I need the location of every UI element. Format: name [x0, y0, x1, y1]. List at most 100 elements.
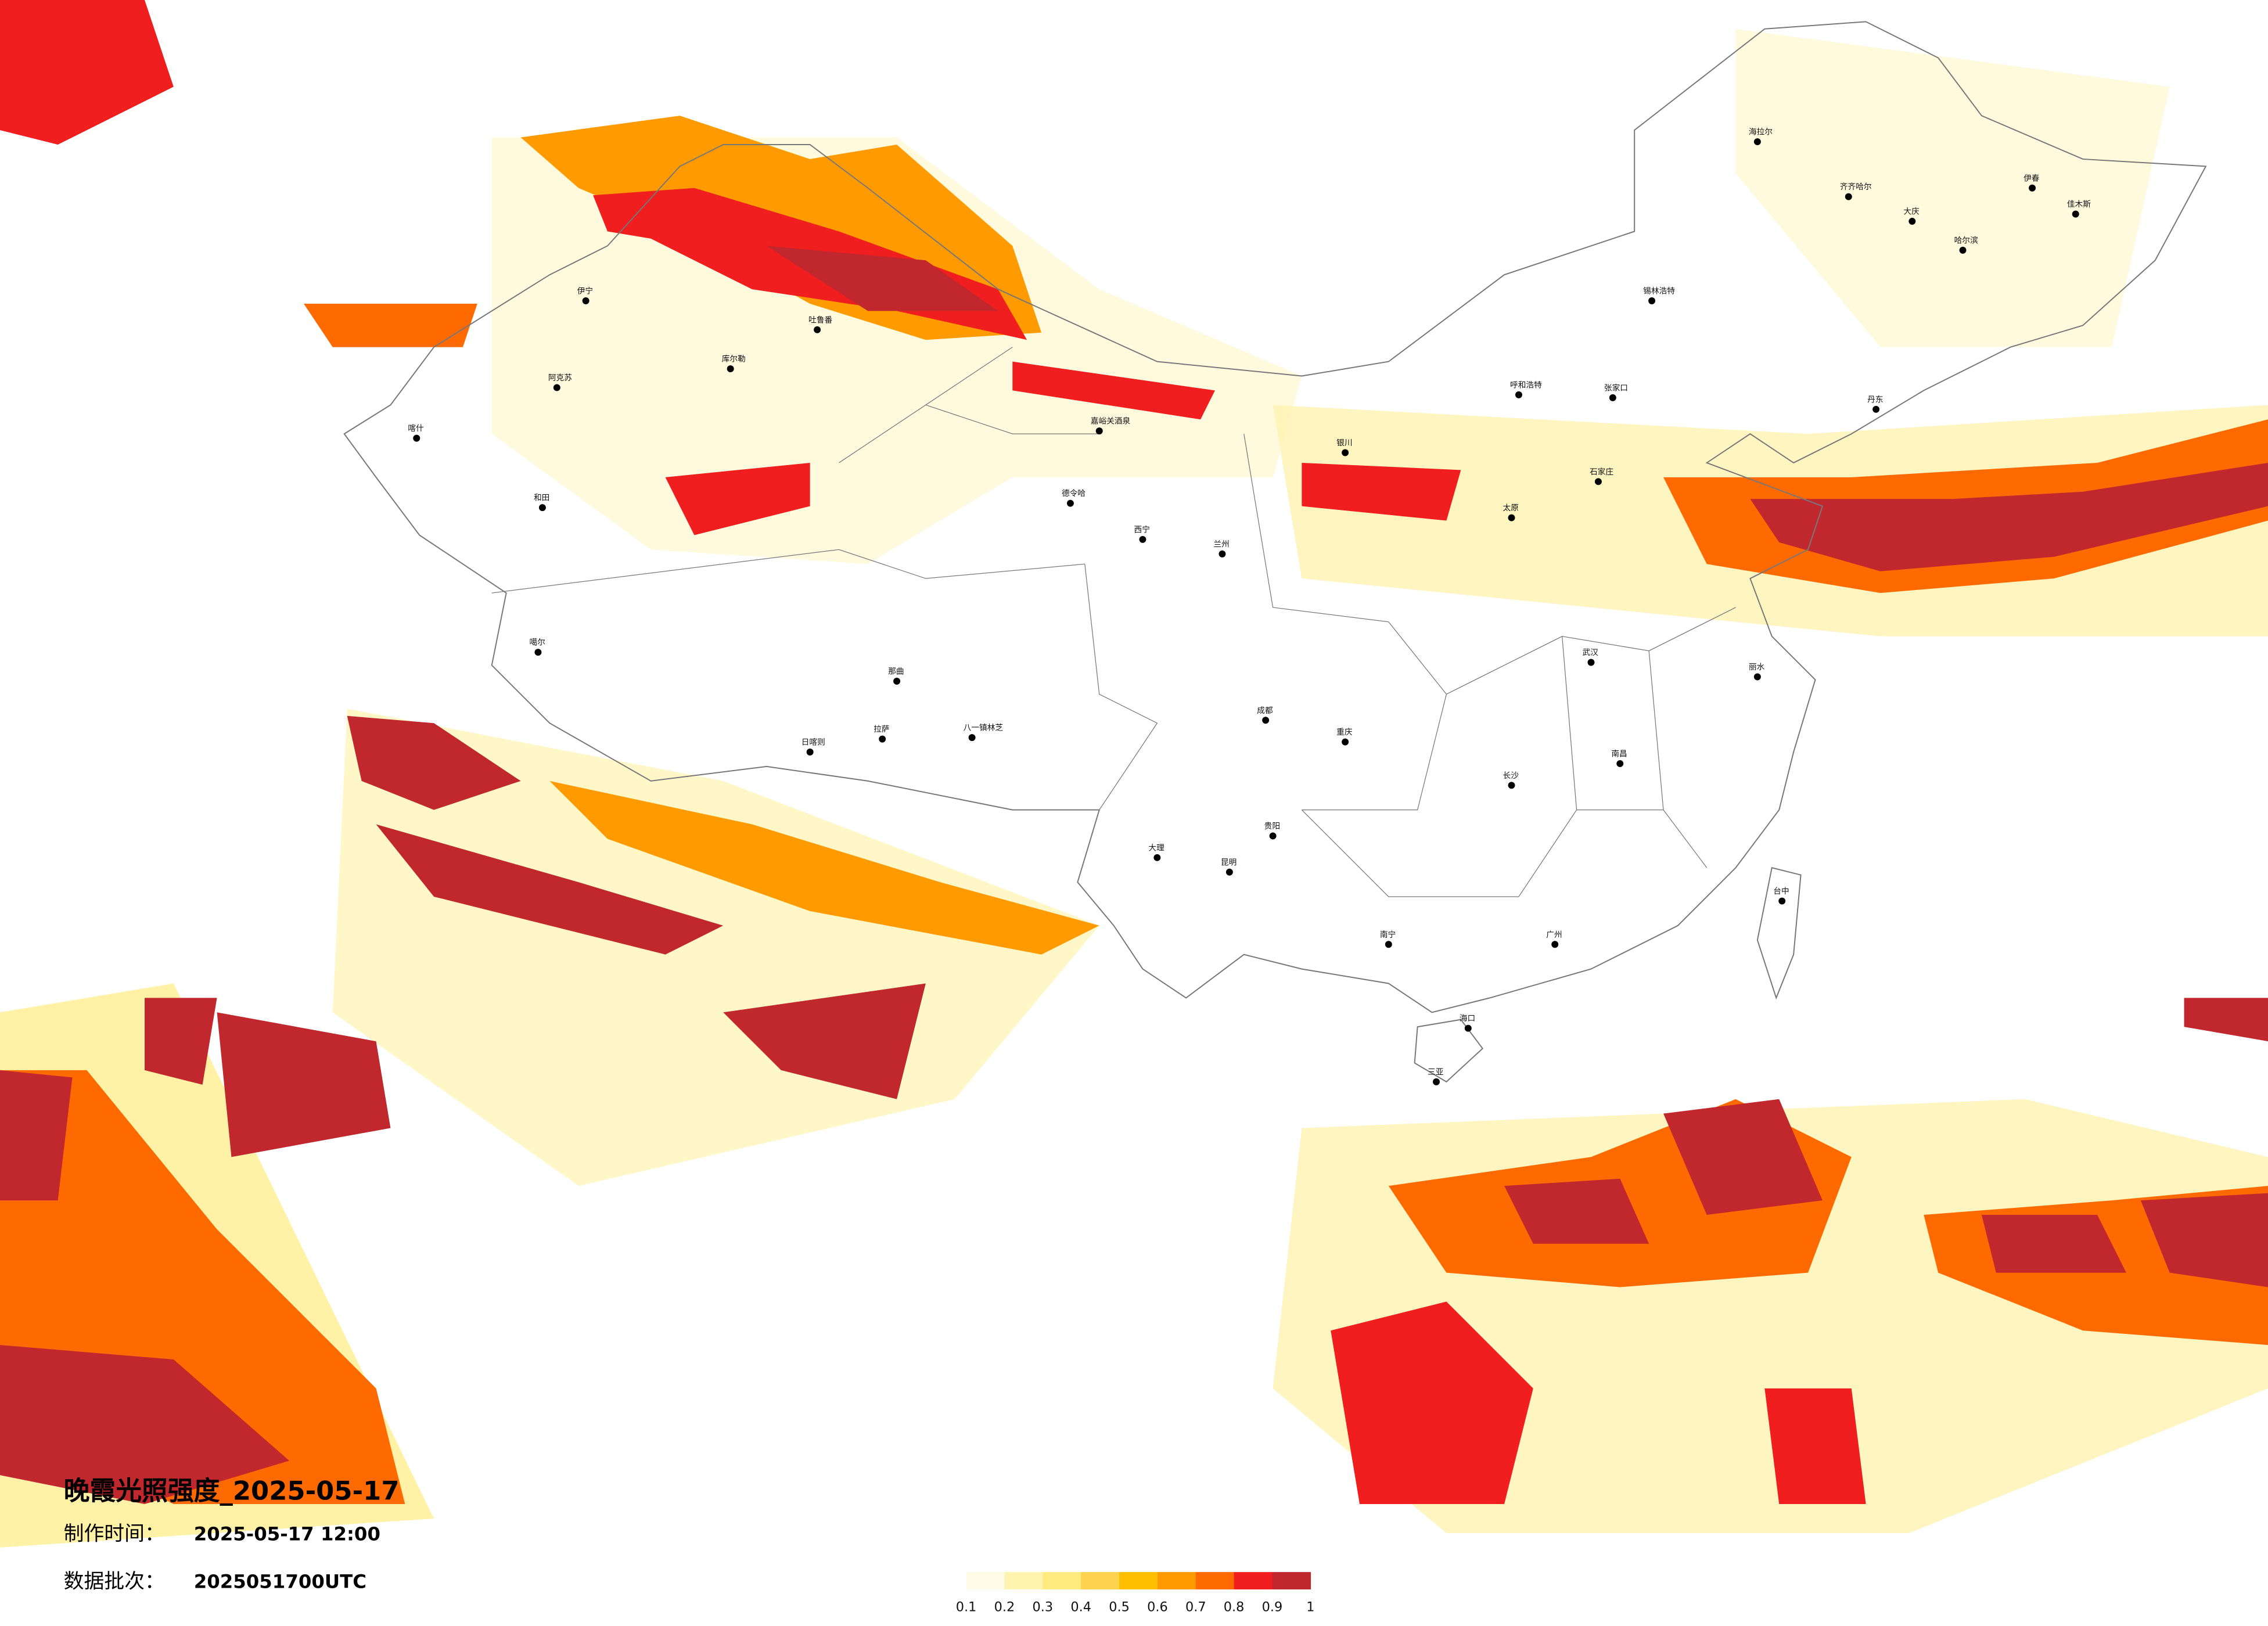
- legend-swatch: [1004, 1572, 1044, 1589]
- city-label: 海拉尔: [1749, 128, 1773, 137]
- legend-swatch: [1043, 1572, 1081, 1589]
- country-outline: [343, 21, 2207, 1013]
- city-label: 呼和浩特: [1510, 380, 1542, 390]
- legend-tick: 0.8: [1224, 1599, 1245, 1614]
- city-label: 三亚: [1428, 1067, 1444, 1077]
- city-dot: [1464, 1024, 1472, 1032]
- city-label: 嘉峪关酒泉: [1091, 416, 1131, 426]
- city-dot: [1515, 391, 1522, 398]
- legend-tick: 0.7: [1185, 1599, 1206, 1614]
- city-label: 重庆: [1336, 728, 1353, 737]
- city-label: 张家口: [1604, 383, 1628, 393]
- legend-tick: 0.9: [1262, 1599, 1283, 1614]
- legend-tick: 0.6: [1147, 1599, 1168, 1614]
- legend-tick: 0.2: [994, 1599, 1015, 1614]
- intensity-field: [0, 0, 2268, 1548]
- city-label: 日喀则: [801, 738, 825, 747]
- field-patch: [332, 708, 1099, 1186]
- city-dot: [1095, 427, 1103, 435]
- city-dot: [1594, 478, 1602, 485]
- city-dot: [1872, 405, 1880, 413]
- field-patch: [0, 0, 174, 145]
- field-patch: [1735, 28, 2170, 347]
- field-patch: [1012, 361, 1215, 420]
- city-dot: [1433, 1078, 1440, 1085]
- city-label: 石家庄: [1590, 467, 1613, 477]
- city-label: 丽水: [1749, 663, 1765, 672]
- city-label: 德令哈: [1062, 489, 1086, 498]
- city-label: 太原: [1503, 503, 1519, 513]
- legend-tick: 0.5: [1109, 1599, 1130, 1614]
- city-label: 广州: [1546, 930, 1562, 940]
- city-dot: [1587, 659, 1595, 666]
- city-dot: [553, 384, 560, 391]
- data-batch-value: 2025051700UTC: [194, 1570, 366, 1592]
- city-label: 贵阳: [1264, 822, 1280, 831]
- city-label: 锡林浩特: [1643, 287, 1675, 296]
- city-label: 西宁: [1134, 524, 1150, 534]
- field-patch: [766, 246, 998, 311]
- map-title: 晚霞光照强度_2025-05-17: [64, 1476, 400, 1506]
- city-dot: [1225, 868, 1233, 876]
- city-label: 大理: [1148, 843, 1164, 852]
- field-patch: [1302, 462, 1461, 521]
- city-label: 成都: [1257, 706, 1273, 715]
- city-label: 哈尔滨: [1954, 236, 1978, 245]
- field-patch: [347, 715, 926, 1099]
- city-dot: [2072, 210, 2079, 218]
- city-dot: [879, 735, 886, 743]
- city-dot: [1778, 897, 1786, 905]
- city-label: 海口: [1460, 1014, 1475, 1023]
- city-dot: [1066, 499, 1074, 507]
- city-label: 拉萨: [874, 725, 889, 734]
- legend-swatch: [1195, 1572, 1235, 1589]
- city-dot: [1219, 550, 1226, 557]
- legend-swatch: [1081, 1572, 1120, 1589]
- city-label: 长沙: [1503, 771, 1519, 780]
- field-patch: [1750, 462, 2268, 571]
- city-dot: [893, 678, 901, 685]
- city-dot: [1845, 193, 1852, 200]
- field-patch: [1504, 1099, 1823, 1244]
- city-dot: [1753, 673, 1761, 681]
- city-dot: [1508, 514, 1515, 521]
- city-label: 兰州: [1213, 539, 1229, 549]
- city-dot: [1959, 246, 1967, 254]
- city-label: 丹东: [1867, 395, 1883, 404]
- city-label: 吐鲁番: [808, 315, 832, 325]
- city-dot: [1753, 138, 1761, 146]
- city-label: 和田: [534, 494, 549, 503]
- legend-swatch: [1157, 1572, 1196, 1589]
- legend: 0.1 0.2 0.3 0.4 0.5 0.6 0.7 0.8 0.9 1: [956, 1572, 1314, 1614]
- field-patch: [1331, 1301, 1866, 1505]
- field-patch: [665, 462, 810, 535]
- legend-swatch: [1119, 1572, 1158, 1589]
- city-dot: [1609, 394, 1616, 401]
- field-patch: [1981, 998, 2268, 1287]
- field-patch: [303, 303, 477, 347]
- city-label: 台中: [1773, 887, 1789, 896]
- city-dot: [1139, 535, 1146, 543]
- city-label: 伊春: [2023, 174, 2040, 183]
- city-dot: [727, 365, 734, 373]
- city-label: 阿克苏: [548, 373, 572, 383]
- city-dot: [1551, 941, 1559, 948]
- field-patch: [549, 780, 1099, 955]
- legend-tick: 0.3: [1033, 1599, 1054, 1614]
- city-label: 南昌: [1611, 749, 1627, 758]
- city-label: 大庆: [1903, 207, 1920, 217]
- legend-swatch: [1234, 1572, 1273, 1589]
- hainan-outline: [1414, 1019, 1484, 1083]
- city-label: 昆明: [1221, 858, 1237, 867]
- city-dot: [1342, 449, 1349, 456]
- city-label: 伊宁: [577, 286, 593, 296]
- production-time-label: 制作时间：: [64, 1522, 165, 1545]
- city-label: 库尔勒: [722, 355, 746, 364]
- taiwan-outline: [1756, 867, 1802, 1000]
- city-dot: [1262, 717, 1270, 724]
- city-dot: [814, 326, 821, 333]
- field-patch: [0, 998, 391, 1505]
- legend-swatch: [966, 1572, 1005, 1589]
